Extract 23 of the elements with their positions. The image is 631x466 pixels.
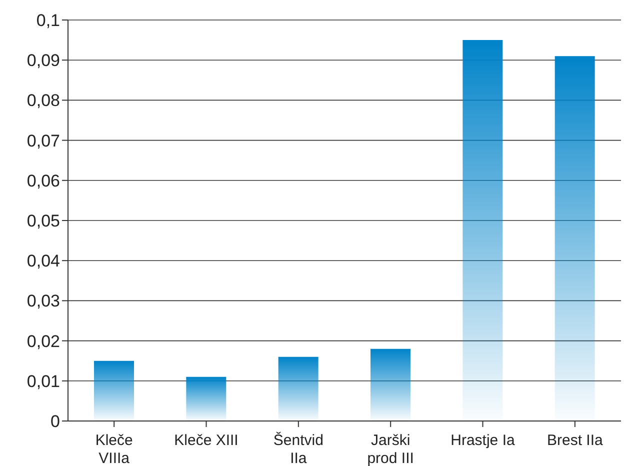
y-tick-label: 0 xyxy=(50,412,60,432)
bar xyxy=(462,40,503,421)
x-tick-label: Hrastje Ia xyxy=(450,432,516,449)
y-tick-label: 0,03 xyxy=(26,292,60,311)
y-tick-label: 0,09 xyxy=(26,51,60,70)
y-tick-label: 0,07 xyxy=(26,131,60,150)
y-tick-label: 0,06 xyxy=(26,171,60,190)
bar xyxy=(186,376,226,421)
y-tick-label: 0,04 xyxy=(26,252,60,271)
x-tick-label: Kleče XIII xyxy=(174,432,238,449)
y-tick-label: 0,01 xyxy=(26,372,60,391)
y-tick-label: 0,05 xyxy=(26,212,60,231)
y-tick-label: 0,08 xyxy=(26,91,60,110)
x-tick-label: Jarški prod III xyxy=(367,432,414,466)
bar xyxy=(370,348,410,421)
x-tick-label: Šentvid IIa xyxy=(273,431,324,466)
bar xyxy=(554,56,595,421)
y-tick-label: 0,1 xyxy=(36,11,60,30)
bar xyxy=(278,356,318,421)
x-tick-label: Brest IIa xyxy=(546,432,604,449)
x-tick-label: Kleče VIIIa xyxy=(95,432,133,466)
bar xyxy=(94,360,134,421)
y-tick-label: 0,02 xyxy=(26,332,60,351)
